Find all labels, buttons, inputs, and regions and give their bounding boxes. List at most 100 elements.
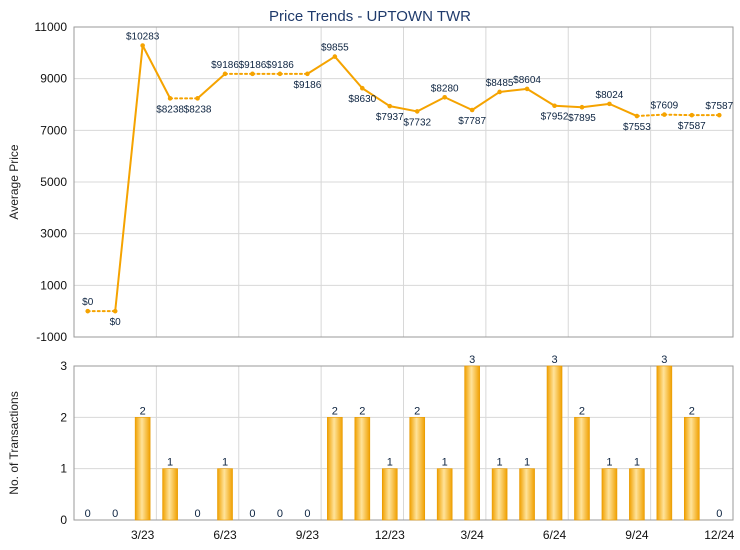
- price-data-label: $7895: [568, 113, 596, 124]
- transaction-bar: [409, 417, 426, 521]
- transaction-bar: [574, 417, 590, 521]
- bar-data-label: 2: [689, 405, 695, 417]
- price-point: [167, 96, 173, 101]
- price-line-segment: [196, 72, 227, 100]
- y-axis-label: Average Price: [7, 144, 21, 219]
- y-tick-label: 9000: [40, 72, 67, 86]
- price-data-label: $8604: [513, 75, 541, 86]
- bar-data-label: 1: [387, 457, 393, 469]
- price-line-segment: [580, 102, 611, 109]
- price-data-label: $7609: [650, 101, 678, 112]
- price-point: [195, 96, 200, 101]
- bar-data-label: 1: [524, 457, 530, 469]
- chart-title: Price Trends - UPTOWN TWR: [269, 8, 471, 25]
- y-tick-label: 3: [60, 359, 67, 373]
- price-data-label: $0: [82, 297, 94, 308]
- transaction-bar: [217, 468, 233, 521]
- price-point: [387, 103, 393, 109]
- transaction-bar: [519, 468, 535, 521]
- price-line-segment: [361, 87, 391, 108]
- bar-data-label: 2: [359, 405, 365, 417]
- price-data-label: $9186: [239, 60, 267, 71]
- price-line-segment: [333, 55, 364, 90]
- price-point: [140, 43, 145, 48]
- transaction-bar: [684, 417, 700, 521]
- price-point: [305, 71, 310, 77]
- price-data-label: $0: [110, 317, 122, 328]
- x-tick-label: 9/23: [296, 528, 320, 542]
- price-data-label: $7587: [678, 121, 706, 132]
- bar-data-label: 3: [551, 354, 557, 366]
- price-point: [277, 71, 283, 77]
- bar-data-label: 3: [469, 354, 475, 366]
- price-point: [222, 71, 228, 77]
- bar-data-label: 0: [249, 508, 255, 520]
- price-point: [579, 104, 585, 110]
- price-data-label: $8024: [596, 90, 624, 101]
- y-axis-label: No. of Transactions: [7, 391, 21, 494]
- price-data-label: $9186: [266, 60, 294, 71]
- bar-data-label: 0: [304, 508, 310, 520]
- price-point: [414, 109, 420, 114]
- price-data-label: $7787: [458, 116, 486, 127]
- price-point: [442, 94, 447, 100]
- bar-data-label: 3: [661, 354, 667, 366]
- y-tick-label: 0: [60, 513, 67, 527]
- price-line-segment: [663, 113, 693, 117]
- price-point: [112, 308, 118, 314]
- price-data-label: $9855: [321, 43, 349, 54]
- bar-data-label: 2: [414, 405, 420, 417]
- price-point: [524, 86, 530, 92]
- transaction-bar: [546, 365, 563, 521]
- price-point: [250, 71, 255, 77]
- y-tick-label: 2: [60, 410, 67, 424]
- price-data-label: $7937: [376, 112, 404, 123]
- bar-data-label: 2: [332, 405, 338, 417]
- bar-data-label: 0: [112, 508, 118, 520]
- y-tick-label: -1000: [36, 330, 67, 344]
- transaction-bar: [134, 417, 151, 521]
- transaction-bar: [656, 365, 673, 521]
- transaction-bar: [162, 468, 178, 521]
- price-line-segment: [141, 44, 172, 100]
- transaction-bar: [327, 417, 343, 521]
- bar-data-label: 1: [497, 457, 503, 469]
- price-point: [716, 112, 722, 118]
- price-data-label: $8485: [486, 78, 514, 89]
- bar-data-label: 0: [716, 508, 722, 520]
- price-point: [469, 107, 475, 113]
- price-point: [607, 101, 612, 107]
- transaction-bar: [464, 365, 480, 521]
- y-tick-label: 3000: [40, 227, 67, 241]
- y-tick-label: 7000: [40, 123, 67, 137]
- price-data-label: $8630: [348, 94, 376, 105]
- transaction-bar: [436, 468, 453, 521]
- price-line-segment: [388, 105, 419, 113]
- price-line-segment: [471, 90, 501, 112]
- price-point: [662, 112, 667, 117]
- price-point: [332, 54, 338, 59]
- x-tick-label: 3/24: [460, 528, 484, 542]
- transaction-bar: [491, 468, 508, 521]
- transaction-bar: [629, 468, 645, 521]
- transaction-bar: [381, 468, 398, 521]
- x-tick-label: 3/23: [131, 528, 155, 542]
- bar-data-label: 0: [195, 508, 201, 520]
- y-tick-label: 5000: [40, 175, 67, 189]
- price-data-label: $8280: [431, 83, 459, 94]
- bar-data-label: 2: [579, 405, 585, 417]
- price-data-label: $8238: [184, 104, 212, 115]
- price-data-label: $10283: [126, 32, 160, 43]
- price-line-segment: [114, 44, 144, 313]
- price-line-segment: [608, 102, 638, 118]
- price-line-segment: [443, 96, 474, 112]
- x-tick-label: 12/24: [704, 528, 734, 542]
- x-tick-label: 6/23: [213, 528, 237, 542]
- price-point: [360, 85, 365, 91]
- x-tick-label: 12/23: [375, 528, 405, 542]
- price-line-segment: [635, 113, 666, 118]
- bar-data-label: 1: [634, 457, 640, 469]
- bar-data-label: 1: [167, 457, 173, 469]
- y-tick-label: 1: [60, 462, 67, 476]
- price-data-label: $7732: [403, 117, 431, 128]
